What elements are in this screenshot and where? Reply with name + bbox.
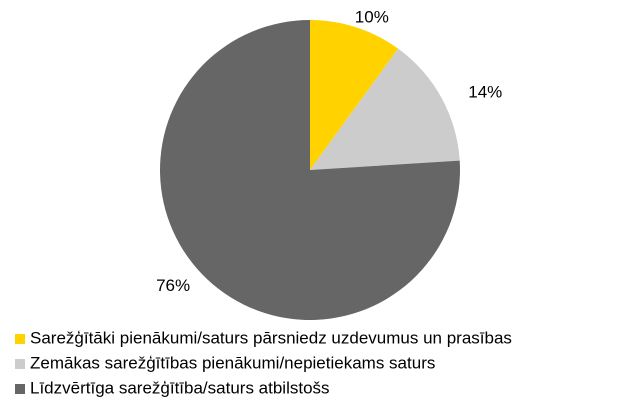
data-label: 76% [156, 276, 190, 295]
pie-slice [160, 20, 460, 320]
pie-slice [310, 20, 399, 170]
legend-swatch [15, 384, 25, 394]
legend-swatch [15, 359, 25, 369]
legend-label: Zemākas sarežģītības pienākumi/nepietiek… [30, 353, 435, 372]
pie-slice [310, 48, 460, 171]
data-label: 14% [468, 82, 502, 101]
data-label: 10% [355, 7, 389, 26]
legend-label: Sarežģītāki pienākumi/saturs pārsniedz u… [30, 328, 512, 347]
legend-label: Līdzvērtīga sarežģītība/saturs atbilstoš… [30, 378, 330, 397]
legend-swatch [15, 334, 25, 344]
